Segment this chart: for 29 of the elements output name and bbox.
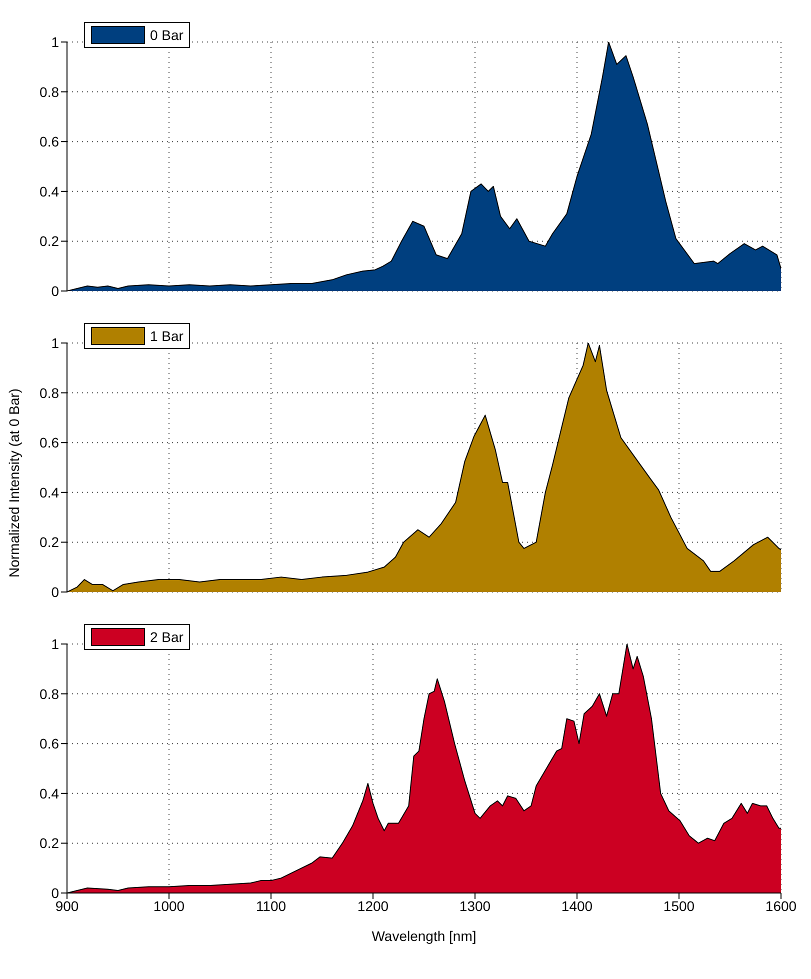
y-tick-label: 0 — [51, 282, 60, 299]
y-tick-label: 0.6 — [40, 736, 60, 752]
y-tick-label: 1 — [51, 636, 60, 652]
x-tick-label: 1500 — [663, 898, 695, 914]
y-axis-title: Normalized Intensity (at 0 Bar) — [6, 388, 22, 578]
x-tick-label: 1300 — [459, 898, 491, 914]
y-tick-label: 0.2 — [40, 233, 60, 250]
x-tick-label: 1200 — [357, 898, 389, 914]
y-tick-label: 0.8 — [40, 686, 60, 702]
legend-label: 1 Bar — [150, 328, 184, 344]
y-tick-label: 0.4 — [40, 183, 60, 200]
x-tick-label: 1000 — [153, 898, 185, 914]
y-tick-label: 1 — [51, 334, 60, 351]
y-tick-label: 0.6 — [40, 134, 60, 150]
legend-label: 2 Bar — [150, 629, 184, 645]
x-tick-label: 1600 — [765, 898, 797, 914]
y-tick-label: 0.6 — [40, 434, 60, 451]
y-tick-label: 0.2 — [40, 534, 60, 550]
x-tick-label: 1400 — [561, 898, 593, 914]
legend-label: 0 Bar — [150, 27, 184, 43]
x-tick-label: 1100 — [256, 898, 286, 914]
y-tick-label: 0.4 — [40, 484, 60, 500]
y-tick-label: 0.8 — [40, 84, 60, 100]
y-tick-label: 0 — [51, 584, 60, 600]
y-tick-label: 0.2 — [40, 835, 60, 852]
x-axis-title: Wavelength [nm] — [372, 928, 476, 944]
y-tick-label: 0.4 — [40, 785, 60, 802]
y-tick-label: 0.8 — [40, 384, 60, 401]
y-tick-label: 1 — [51, 34, 60, 50]
